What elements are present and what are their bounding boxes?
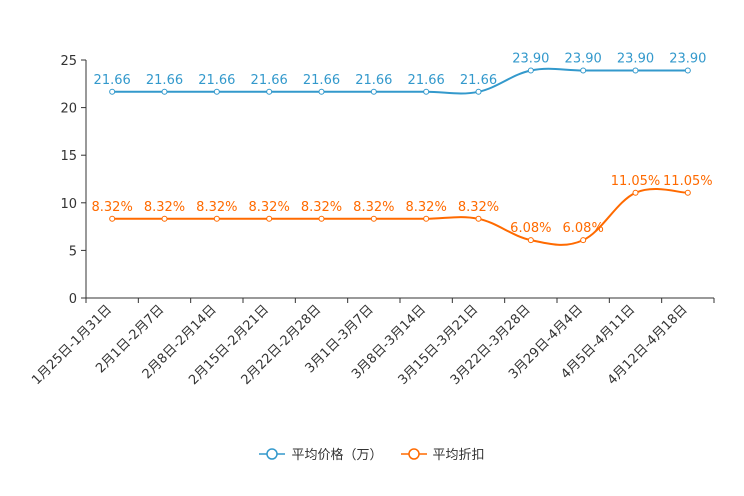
legend-label: 平均折扣 — [432, 448, 485, 463]
data-label: 23.90 — [669, 51, 706, 66]
data-label: 21.66 — [146, 73, 183, 88]
legend: 平均价格（万） 平均折扣 — [0, 444, 744, 463]
data-label: 23.90 — [512, 51, 549, 66]
data-point — [213, 88, 220, 95]
data-label: 21.66 — [303, 73, 340, 88]
series-line-0 — [112, 67, 688, 95]
data-point — [109, 88, 116, 95]
data-point — [266, 88, 273, 95]
data-label: 21.66 — [408, 73, 445, 88]
data-label: 8.32% — [301, 200, 342, 215]
y-tick-label: 25 — [60, 54, 77, 69]
y-tick-label: 10 — [60, 197, 77, 212]
data-label: 6.08% — [510, 221, 551, 236]
data-label: 11.05% — [663, 174, 713, 189]
y-tick-label: 5 — [69, 244, 77, 259]
legend-line-circle-icon — [259, 447, 286, 460]
legend-label: 平均价格（万） — [291, 448, 383, 463]
data-point — [161, 88, 168, 95]
data-label: 21.66 — [94, 73, 131, 88]
data-label: 21.66 — [251, 73, 288, 88]
data-label: 8.32% — [196, 200, 237, 215]
data-point — [423, 88, 430, 95]
data-point — [527, 237, 534, 244]
data-label: 11.05% — [611, 174, 661, 189]
data-point — [318, 88, 325, 95]
y-tick-label: 15 — [60, 149, 77, 164]
data-point — [109, 215, 116, 222]
data-label: 6.08% — [563, 221, 604, 236]
legend-item[interactable]: 平均折扣 — [400, 444, 485, 463]
data-point — [632, 67, 639, 74]
data-point — [475, 88, 482, 95]
data-label: 8.32% — [92, 200, 133, 215]
data-point — [684, 67, 691, 74]
data-point — [580, 67, 587, 74]
data-label: 8.32% — [406, 200, 447, 215]
data-point — [475, 215, 482, 222]
legend-item[interactable]: 平均价格（万） — [259, 444, 383, 463]
data-point — [213, 215, 220, 222]
data-label: 21.66 — [198, 73, 235, 88]
data-point — [266, 215, 273, 222]
y-tick-label: 20 — [60, 102, 77, 117]
data-point — [370, 88, 377, 95]
data-label: 8.32% — [144, 200, 185, 215]
data-label: 23.90 — [617, 51, 654, 66]
data-point — [632, 189, 639, 196]
data-point — [684, 189, 691, 196]
data-point — [423, 215, 430, 222]
legend-line-circle-icon — [400, 447, 427, 460]
data-point — [370, 215, 377, 222]
data-label: 21.66 — [460, 73, 497, 88]
data-label: 23.90 — [565, 51, 602, 66]
data-point — [527, 67, 534, 74]
series-line-1 — [112, 188, 688, 246]
data-point — [161, 215, 168, 222]
data-point — [580, 237, 587, 244]
data-label: 8.32% — [249, 200, 290, 215]
data-label: 8.32% — [458, 200, 499, 215]
y-tick-label: 0 — [69, 292, 77, 307]
data-label: 8.32% — [353, 200, 394, 215]
data-point — [318, 215, 325, 222]
data-label: 21.66 — [355, 73, 392, 88]
